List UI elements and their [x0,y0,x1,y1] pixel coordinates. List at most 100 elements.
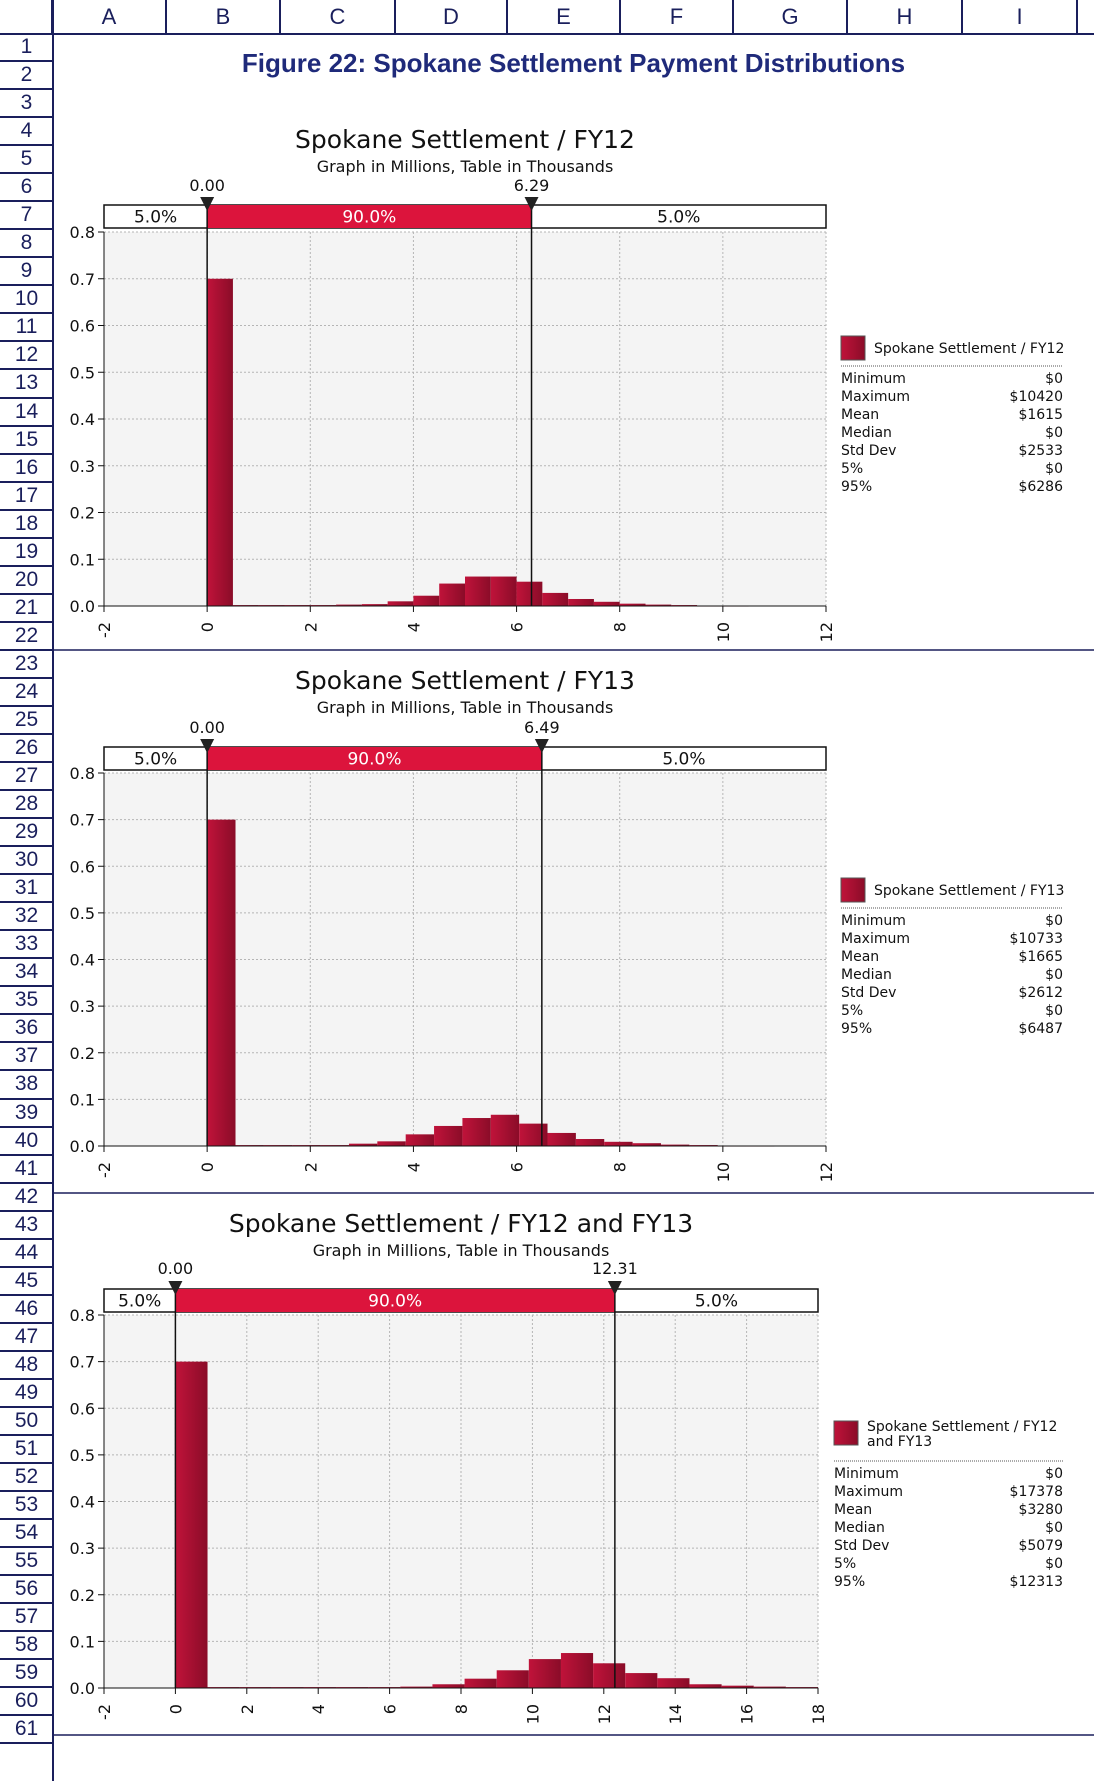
column-header-a[interactable]: A [53,0,167,34]
y-tick-label: 0.2 [70,1044,95,1063]
stat-value: $1665 [1018,949,1063,965]
row-header-7[interactable]: 7 [0,202,53,231]
row-header-28[interactable]: 28 [0,791,53,820]
band-label-middle: 90.0% [368,1292,422,1312]
band-label-right: 5.0% [695,1292,738,1312]
row-header-36[interactable]: 36 [0,1015,53,1044]
histogram-bar [387,601,414,606]
row-header-32[interactable]: 32 [0,903,53,932]
marker-label-right: 6.49 [524,718,560,737]
column-header-b[interactable]: B [167,0,281,34]
row-header-17[interactable]: 17 [0,483,53,511]
legend-swatch [840,335,866,361]
row-header-24[interactable]: 24 [0,679,53,707]
row-header-19[interactable]: 19 [0,539,53,567]
row-header-43[interactable]: 43 [0,1212,53,1240]
row-header-11[interactable]: 11 [0,314,53,343]
row-header-37[interactable]: 37 [0,1043,53,1072]
row-header-15[interactable]: 15 [0,427,53,455]
row-header-25[interactable]: 25 [0,707,53,735]
row-header-45[interactable]: 45 [0,1268,53,1296]
x-tick-label: 10 [523,1704,542,1724]
column-header-d[interactable]: D [396,0,508,34]
y-tick-label: 0.4 [70,1493,95,1512]
row-header-2[interactable]: 2 [0,62,53,91]
histogram-bar [434,1125,463,1146]
row-header-48[interactable]: 48 [0,1352,53,1380]
row-header-44[interactable]: 44 [0,1240,53,1268]
row-header-31[interactable]: 31 [0,875,53,904]
row-header-47[interactable]: 47 [0,1324,53,1352]
x-tick-label: 2 [238,1704,257,1714]
row-header-26[interactable]: 26 [0,735,53,764]
stat-label: Median [841,967,892,983]
histogram-bar [604,1141,633,1146]
row-header-33[interactable]: 33 [0,931,53,960]
histogram-bar [465,576,491,606]
row-header-3[interactable]: 3 [0,90,53,119]
row-header-46[interactable]: 46 [0,1296,53,1324]
row-header-23[interactable]: 23 [0,651,53,679]
histogram-bar [405,1134,435,1146]
row-header-38[interactable]: 38 [0,1071,53,1100]
y-tick-label: 0.7 [70,270,95,289]
row-header-22[interactable]: 22 [0,623,53,651]
row-header-35[interactable]: 35 [0,987,53,1016]
row-header-50[interactable]: 50 [0,1408,53,1436]
stat-value: $0 [1045,1556,1063,1572]
row-header-52[interactable]: 52 [0,1464,53,1493]
legend-label: Spokane Settlement / FY13 [874,883,1064,899]
y-tick-label: 0.1 [70,1632,95,1651]
column-header-h[interactable]: H [848,0,963,34]
row-header-14[interactable]: 14 [0,399,53,427]
row-header-39[interactable]: 39 [0,1100,53,1128]
chart-title: Spokane Settlement / FY12 and FY13 [229,1209,693,1238]
row-header-60[interactable]: 60 [0,1688,53,1717]
column-header-f[interactable]: F [621,0,734,34]
row-header-55[interactable]: 55 [0,1548,53,1577]
row-header-29[interactable]: 29 [0,819,53,848]
row-header-1[interactable]: 1 [0,34,53,63]
row-header-51[interactable]: 51 [0,1436,53,1465]
stat-value: $6487 [1018,1021,1063,1037]
y-tick-label: 0.3 [70,1539,95,1558]
histogram-bar [689,1684,722,1688]
row-header-13[interactable]: 13 [0,370,53,399]
x-tick-label: 10 [714,1162,733,1182]
column-header-c[interactable]: C [281,0,396,34]
row-header-10[interactable]: 10 [0,286,53,315]
stat-label: Median [841,425,892,441]
row-header-8[interactable]: 8 [0,230,53,259]
column-header-g[interactable]: G [734,0,848,34]
row-header-53[interactable]: 53 [0,1492,53,1521]
histogram-bar [753,1686,786,1688]
row-header-18[interactable]: 18 [0,511,53,539]
row-header-54[interactable]: 54 [0,1520,53,1549]
x-tick-label: 12 [595,1704,614,1724]
row-header-42[interactable]: 42 [0,1184,53,1212]
row-header-16[interactable]: 16 [0,455,53,483]
row-header-59[interactable]: 59 [0,1660,53,1689]
row-header-49[interactable]: 49 [0,1380,53,1408]
row-header-5[interactable]: 5 [0,146,53,175]
row-header-12[interactable]: 12 [0,342,53,371]
chart-subtitle: Graph in Millions, Table in Thousands [317,157,614,176]
row-header-21[interactable]: 21 [0,595,53,623]
row-header-27[interactable]: 27 [0,763,53,792]
column-header-e[interactable]: E [508,0,621,34]
row-header-9[interactable]: 9 [0,258,53,287]
column-header-i[interactable]: I [963,0,1078,34]
row-header-40[interactable]: 40 [0,1128,53,1156]
row-header-4[interactable]: 4 [0,118,53,147]
chart-2: Spokane Settlement / FY13 Graph in Millio… [53,666,1094,1194]
row-header-57[interactable]: 57 [0,1604,53,1633]
row-header-61[interactable]: 61 [0,1716,53,1745]
legend-label: and FY13 [867,1434,932,1450]
row-header-6[interactable]: 6 [0,174,53,203]
row-header-41[interactable]: 41 [0,1156,53,1184]
row-header-30[interactable]: 30 [0,847,53,876]
row-header-34[interactable]: 34 [0,959,53,988]
row-header-58[interactable]: 58 [0,1632,53,1661]
row-header-20[interactable]: 20 [0,567,53,595]
row-header-56[interactable]: 56 [0,1576,53,1605]
